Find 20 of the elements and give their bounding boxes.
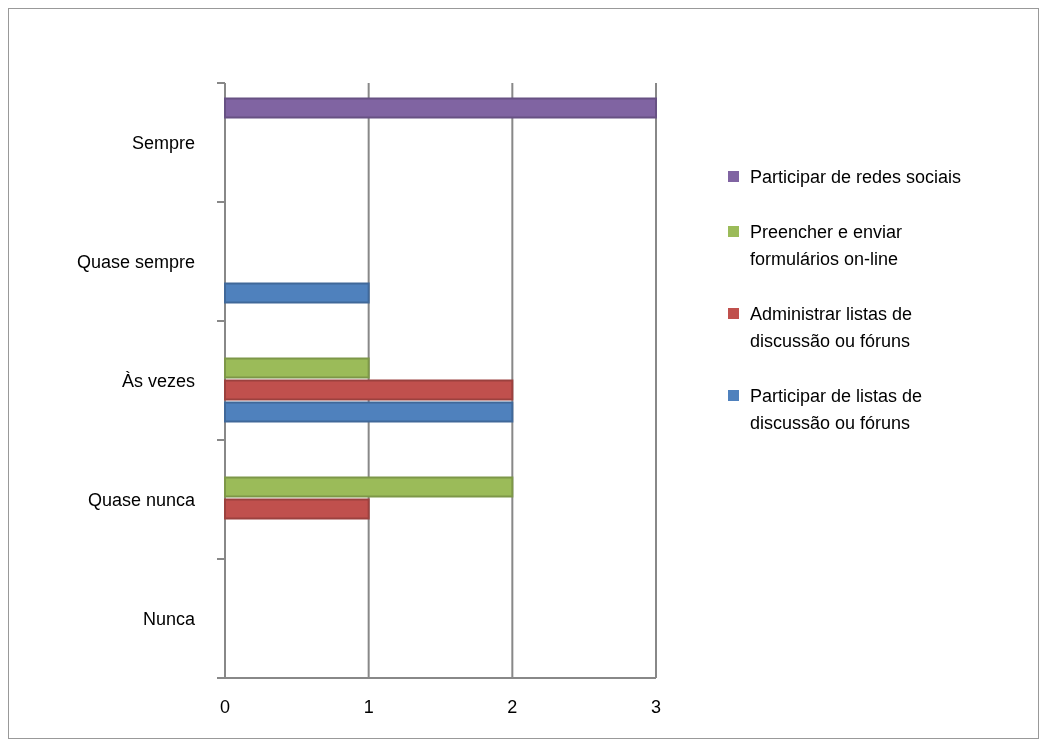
legend-label: Participar de listas de discussão ou fóruns xyxy=(750,386,923,433)
x-tick-label: 0 xyxy=(219,697,231,717)
y-tick-label: Sempre xyxy=(131,132,195,153)
bar xyxy=(224,476,514,498)
legend-label: Participar de redes sociais xyxy=(750,167,962,187)
y-tick-label: Nunca xyxy=(142,608,196,629)
y-tick-label: Às vezes xyxy=(121,370,195,391)
legend-label: Administrar listas de discussão ou fóruns xyxy=(750,304,913,351)
bar xyxy=(224,498,370,520)
legend-label: Preencher e enviar formulários on-line xyxy=(750,222,903,269)
bar xyxy=(224,97,657,119)
bar xyxy=(224,357,370,379)
x-tick-label: 3 xyxy=(650,697,662,717)
x-tick-label: 2 xyxy=(507,697,518,717)
y-tick-label: Quase sempre xyxy=(76,251,195,272)
bar xyxy=(224,379,514,401)
x-tick-label: 1 xyxy=(363,697,374,717)
y-tick-label: Quase nunca xyxy=(87,489,196,510)
bar xyxy=(224,401,514,423)
bar xyxy=(224,282,370,304)
